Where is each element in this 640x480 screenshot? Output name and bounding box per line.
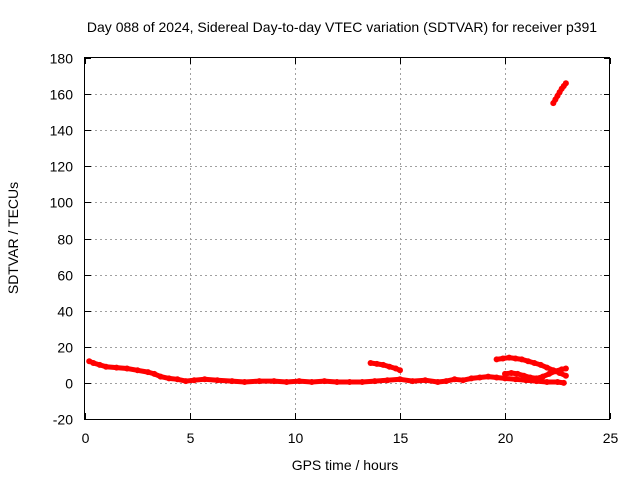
data-point <box>145 369 151 376</box>
data-point <box>182 378 189 385</box>
data-point <box>157 373 164 380</box>
data-point <box>493 356 500 363</box>
data-point <box>533 375 540 382</box>
data-point <box>493 374 500 381</box>
data-point <box>90 360 97 366</box>
data-point <box>397 367 403 374</box>
data-point <box>562 365 569 372</box>
data-point <box>537 361 544 368</box>
data-point <box>174 376 181 383</box>
y-tick-label: 140 <box>50 123 74 139</box>
data-point <box>296 378 303 385</box>
data-point <box>191 377 198 384</box>
y-tick-label: 60 <box>57 268 73 284</box>
plot-frame <box>84 57 610 420</box>
chart-title: Day 088 of 2024, Sidereal Day-to-day VTE… <box>87 19 597 35</box>
data-point <box>166 375 172 382</box>
data-point <box>113 364 120 371</box>
data-point <box>359 379 366 385</box>
data-point <box>520 372 527 379</box>
data-point <box>527 374 534 381</box>
data-point <box>499 355 506 362</box>
data-point <box>96 361 103 368</box>
data-point <box>397 376 403 383</box>
x-axis-label: GPS time / hours <box>292 457 399 473</box>
x-tick-label: 5 <box>187 430 195 446</box>
data-point <box>229 378 235 385</box>
y-axis-label: SDTVAR / TECUs <box>5 182 21 294</box>
data-point <box>539 373 546 380</box>
data-point <box>283 379 290 385</box>
data-point <box>512 355 519 362</box>
data-point <box>531 360 538 366</box>
data-point <box>544 379 550 385</box>
data-point <box>552 368 559 375</box>
data-point <box>562 372 569 379</box>
data-point <box>151 370 158 377</box>
y-tick-label: 120 <box>50 159 74 175</box>
data-point <box>134 367 141 374</box>
data-point <box>201 376 208 383</box>
data-point <box>560 379 567 386</box>
data-point <box>476 374 483 381</box>
data-point <box>506 354 513 361</box>
data-point <box>367 360 374 366</box>
y-tick-label: 0 <box>65 376 73 392</box>
data-point <box>373 360 380 367</box>
data-point <box>334 379 340 385</box>
data-point <box>422 377 429 384</box>
x-tick-label: 20 <box>498 430 514 446</box>
y-tick-label: 180 <box>50 51 74 67</box>
data-point <box>271 378 277 385</box>
x-tick-label: 10 <box>288 430 304 446</box>
data-point <box>386 363 393 370</box>
data-point <box>512 376 519 383</box>
y-tick-label: -20 <box>53 412 73 428</box>
data-point <box>308 379 315 385</box>
y-tick-label: 20 <box>57 340 73 356</box>
data-point <box>380 361 387 368</box>
data-point <box>409 378 416 385</box>
data-point <box>554 379 561 385</box>
data-point <box>103 363 109 370</box>
data-point <box>346 379 353 385</box>
data-point <box>544 364 550 371</box>
data-point <box>525 358 532 365</box>
data-point <box>508 370 515 376</box>
data-point <box>451 376 458 383</box>
data-point <box>502 370 508 377</box>
data-point <box>434 379 441 385</box>
data-point <box>214 377 221 384</box>
data-point <box>514 370 521 377</box>
tick-layer: 0 5 10 15 20 25 -20 0 20 40 60 80 100 120 140 160 180 <box>50 51 619 447</box>
grid-layer <box>85 58 610 419</box>
y-tick-label: 160 <box>50 87 74 103</box>
data-point <box>546 370 553 377</box>
data-point <box>371 378 378 385</box>
data-point <box>485 373 492 380</box>
y-tick-label: 40 <box>57 304 73 320</box>
data-point <box>124 365 130 372</box>
data-point <box>241 379 248 385</box>
x-tick-label: 25 <box>603 430 619 446</box>
data-layer <box>86 80 569 386</box>
data-point <box>460 377 466 384</box>
y-tick-label: 100 <box>50 195 74 211</box>
data-point <box>502 375 508 382</box>
data-point <box>468 375 475 382</box>
data-point <box>384 377 391 384</box>
x-tick-label: 15 <box>393 430 409 446</box>
data-point <box>518 356 525 363</box>
data-point <box>562 80 569 87</box>
data-point <box>256 378 263 385</box>
y-tick-label: 80 <box>57 232 73 248</box>
x-tick-label: 0 <box>82 430 90 446</box>
data-point <box>321 378 328 385</box>
data-point <box>443 378 450 385</box>
